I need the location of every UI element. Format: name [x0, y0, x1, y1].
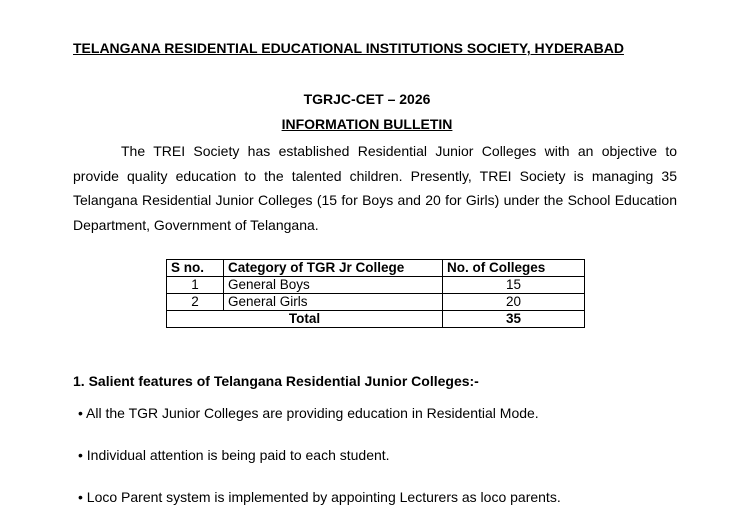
list-item: • All the TGR Junior Colleges are provid…	[78, 405, 539, 421]
society-title: TELANGANA RESIDENTIAL EDUCATIONAL INSTIT…	[73, 40, 624, 56]
header-sno: S no.	[166, 259, 224, 277]
cell-category: General Girls	[223, 293, 443, 311]
intro-paragraph: The TREI Society has established Residen…	[73, 139, 677, 237]
bullet-text: Loco Parent system is implemented by app…	[86, 489, 561, 505]
header-count: No. of Colleges	[442, 259, 585, 277]
bullet-text: Individual attention is being paid to ea…	[86, 447, 390, 463]
list-item: • Loco Parent system is implemented by a…	[78, 489, 561, 505]
bullet-icon: •	[78, 447, 87, 463]
exam-title: TGRJC-CET – 2026	[303, 91, 431, 107]
bulletin-title: INFORMATION BULLETIN	[281, 116, 453, 132]
list-item: • Individual attention is being paid to …	[78, 447, 390, 463]
table-row: 1 General Boys 15	[166, 276, 585, 294]
cell-sno: 2	[166, 293, 224, 311]
cell-sno: 1	[166, 276, 224, 294]
bullet-icon: •	[78, 405, 87, 421]
colleges-table: S no. Category of TGR Jr College No. of …	[166, 259, 585, 328]
table-header-row: S no. Category of TGR Jr College No. of …	[166, 259, 585, 277]
bullet-text: All the TGR Junior Colleges are providin…	[86, 405, 539, 421]
cell-count: 15	[442, 276, 585, 294]
header-category: Category of TGR Jr College	[223, 259, 443, 277]
cell-count: 20	[442, 293, 585, 311]
cell-category: General Boys	[223, 276, 443, 294]
bullet-icon: •	[78, 489, 87, 505]
intro-text: The TREI Society has established Residen…	[73, 143, 677, 233]
section-heading: 1. Salient features of Telangana Residen…	[73, 373, 479, 389]
table-total-row: Total 35	[166, 310, 585, 328]
total-value: 35	[442, 310, 585, 328]
total-label: Total	[166, 310, 443, 328]
table-row: 2 General Girls 20	[166, 293, 585, 311]
